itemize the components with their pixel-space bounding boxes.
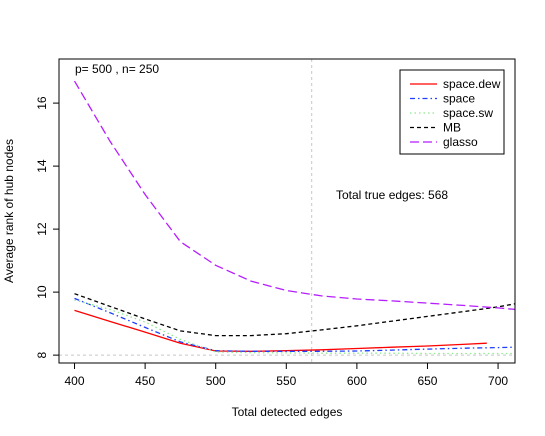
- y-axis-label: Average rank of hub nodes: [2, 139, 16, 283]
- series-line-glasso: [73, 80, 516, 311]
- legend-label: space: [443, 92, 475, 106]
- true-edges-annotation: Total true edges: 568: [336, 188, 448, 202]
- y-tick-label: 16: [35, 96, 49, 110]
- legend-label: space.sw: [443, 106, 493, 120]
- legend-label: glasso: [443, 135, 478, 149]
- x-tick-label: 650: [417, 374, 437, 388]
- series-line-MB: [74, 293, 516, 337]
- x-tick-label: 550: [276, 374, 296, 388]
- x-tick-label: 500: [206, 374, 226, 388]
- x-tick-label: 700: [488, 374, 508, 388]
- legend-label: space.dew: [443, 77, 501, 91]
- y-tick-label: 12: [35, 222, 49, 236]
- y-tick-label: 10: [35, 285, 49, 299]
- x-axis-label: Total detected edges: [232, 405, 343, 419]
- x-tick-label: 450: [135, 374, 155, 388]
- params-annotation: p= 500 , n= 250: [75, 62, 159, 76]
- x-tick-label: 400: [65, 374, 85, 388]
- series-line-space-sw: [74, 299, 515, 355]
- y-tick-label: 14: [35, 159, 49, 173]
- x-tick-label: 600: [347, 374, 367, 388]
- series-line-space: [74, 297, 516, 352]
- legend-label: MB: [443, 121, 461, 135]
- y-tick-label: 8: [35, 351, 49, 358]
